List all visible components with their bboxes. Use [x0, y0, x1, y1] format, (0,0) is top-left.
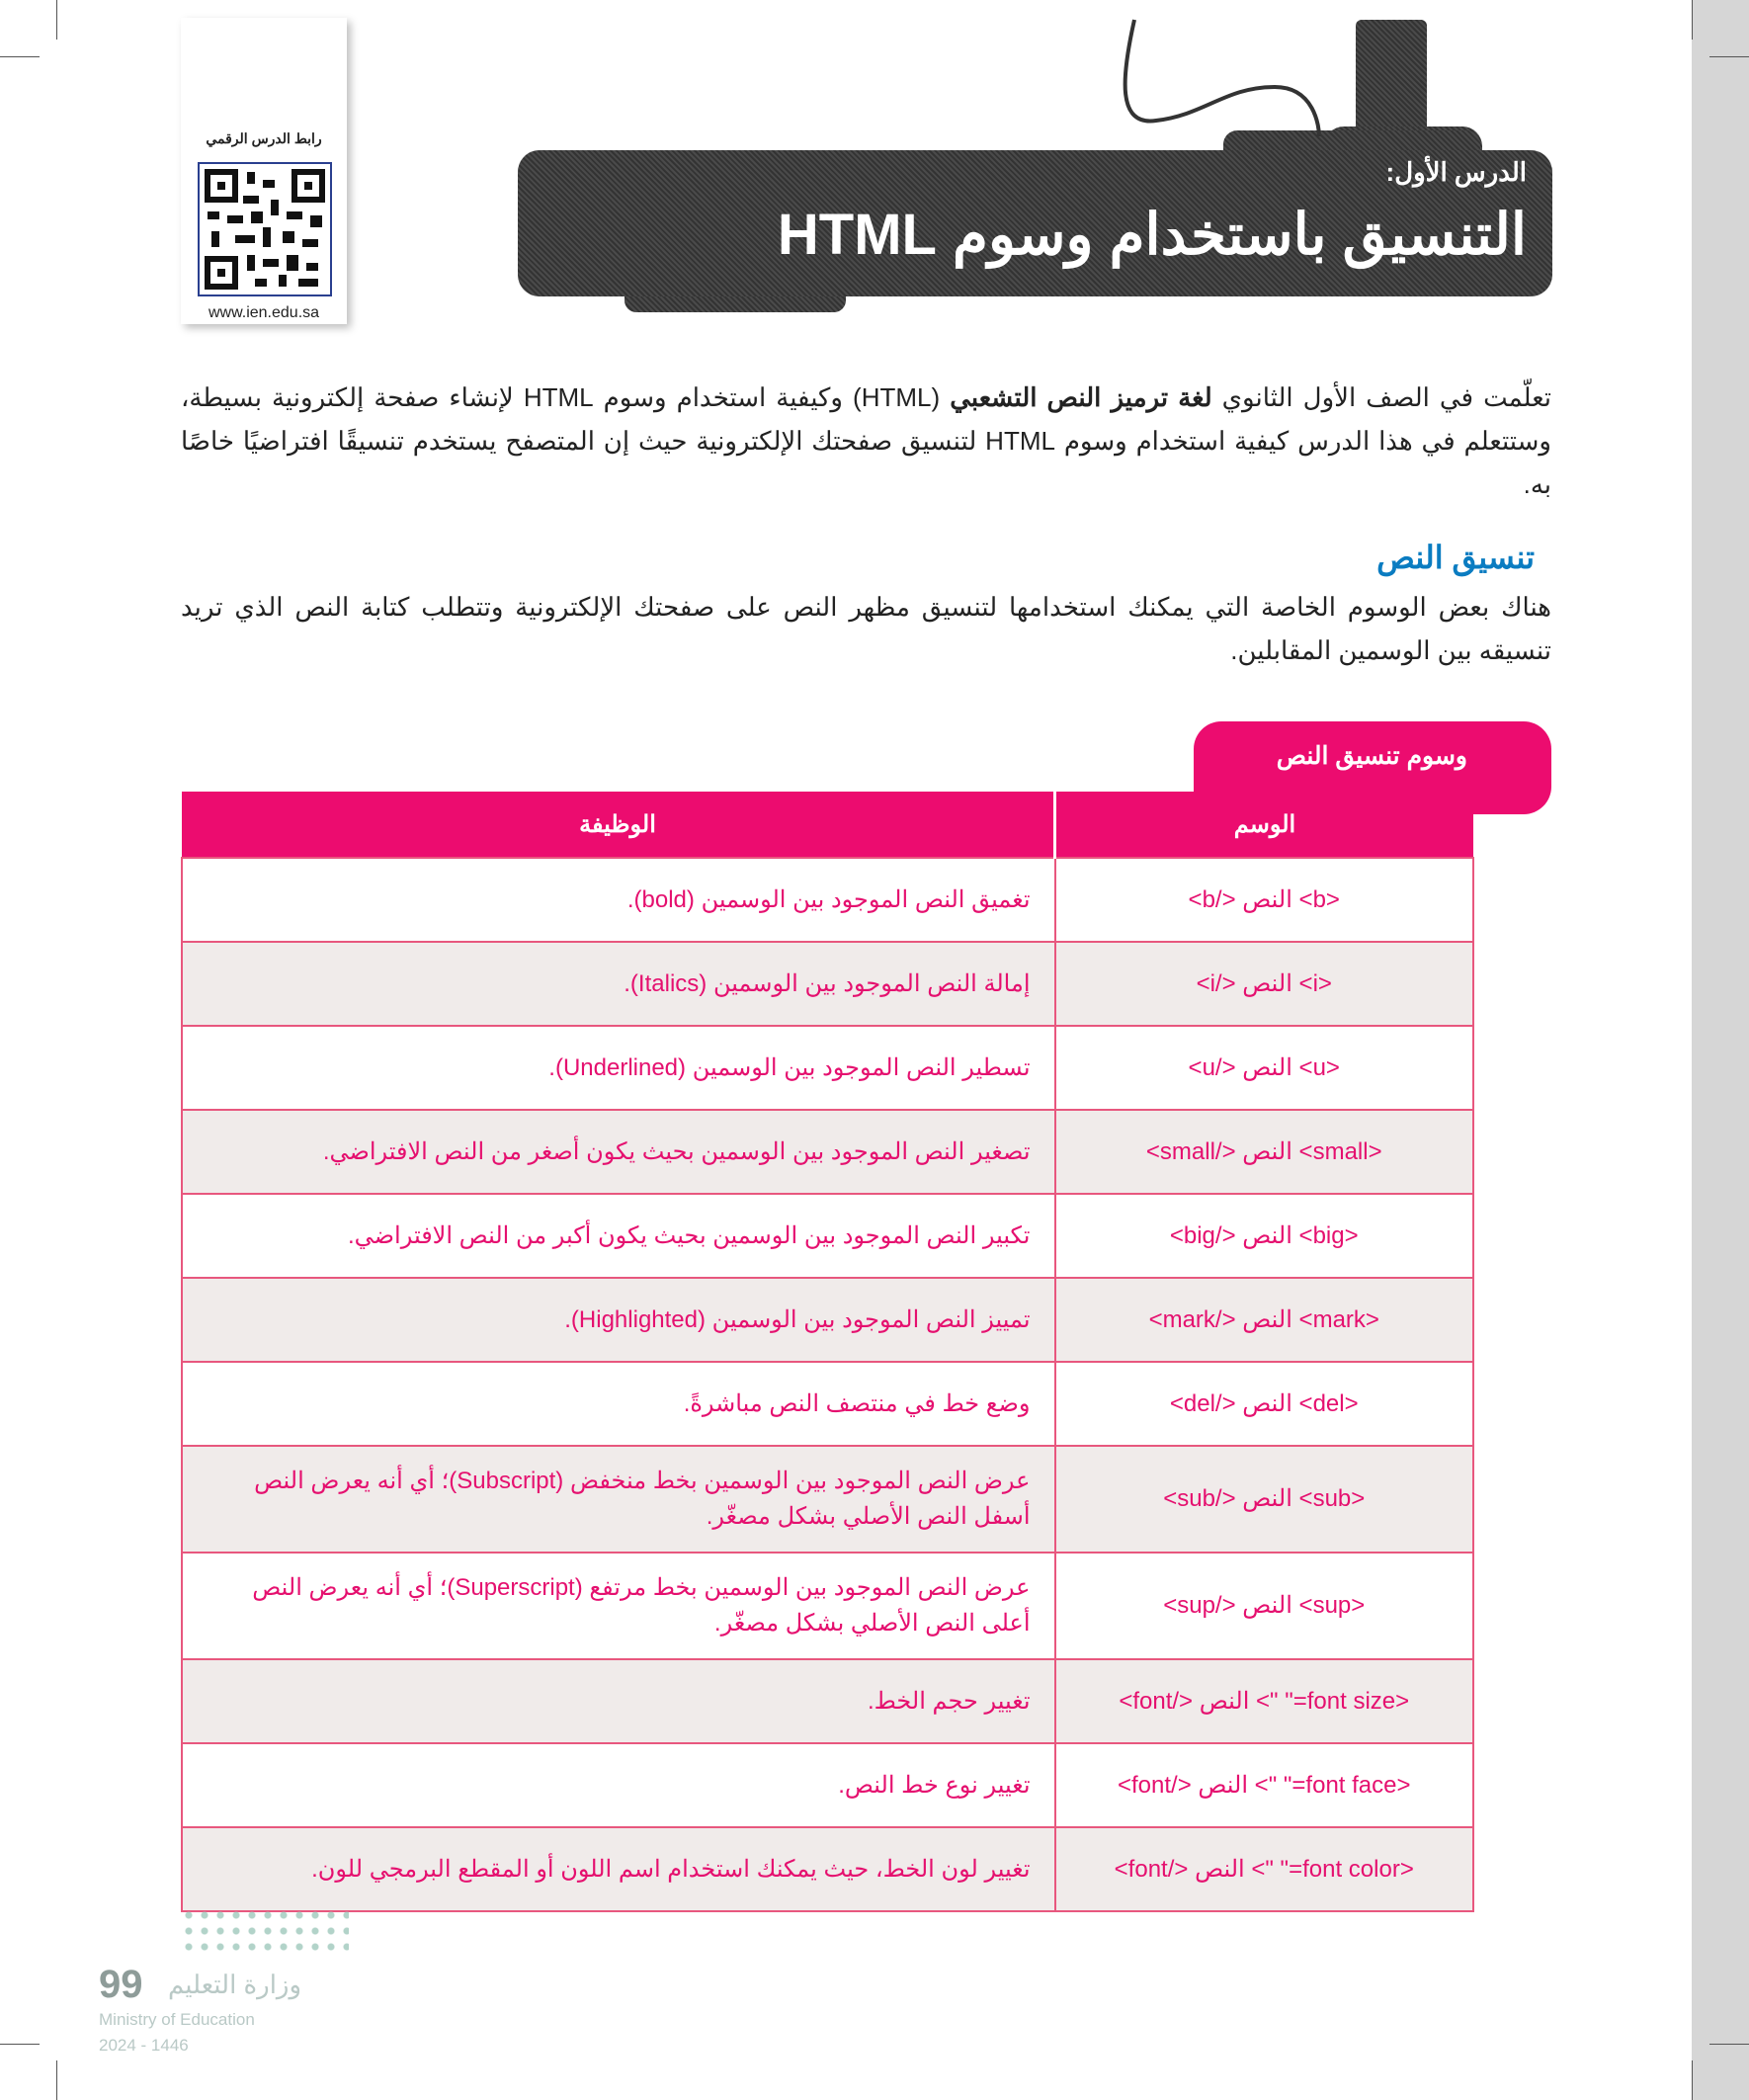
crop-mark: [1692, 2060, 1693, 2100]
tag-syntax: <b/> النص <b>: [1188, 885, 1340, 913]
function-cell: إمالة النص الموجود بين الوسمين (Italics)…: [181, 941, 1056, 1027]
tag-syntax: <del/> النص <del>: [1169, 1389, 1359, 1417]
tag-syntax: <font/> النص <" "=font face>: [1117, 1771, 1411, 1799]
qr-url[interactable]: www.ien.edu.sa: [208, 304, 320, 321]
table-row: <small/> النص <small> تصغير النص الموجود …: [181, 1109, 1474, 1195]
table-caption: وسوم تنسيق النص: [1276, 742, 1467, 770]
intro-bold-term: لغة ترميز النص التشعبي: [950, 382, 1212, 412]
intro-text: تعلّمت في الصف الأول الثانوي: [1211, 382, 1552, 412]
table-row: <sup/> النص <sup> عرض النص الموجود بين ال…: [181, 1552, 1474, 1660]
crop-mark: [1709, 2044, 1749, 2045]
tag-syntax: <big/> النص <big>: [1169, 1221, 1359, 1249]
function-cell: تغيير نوع خط النص.: [181, 1742, 1056, 1828]
ministry-logo: 99 وزارة التعليم Ministry of Education 2…: [99, 1962, 301, 2057]
function-cell: تغيير حجم الخط.: [181, 1658, 1056, 1744]
function-cell: عرض النص الموجود بين الوسمين بخط منخفض (…: [181, 1445, 1056, 1554]
table-row: <sub/> النص <sub> عرض النص الموجود بين ال…: [181, 1445, 1474, 1554]
tag-syntax: <mark/> النص <mark>: [1148, 1305, 1379, 1333]
header-function: الوظيفة: [182, 792, 1055, 858]
tag-cell: <font/> النص <" "=font size>: [1053, 1658, 1474, 1744]
table-row: <i/> النص <i> إمالة النص الموجود بين الوس…: [181, 941, 1474, 1027]
page-edge-strip: [1692, 0, 1749, 2100]
crop-mark: [0, 56, 40, 57]
function-cell: وضع خط في منتصف النص مباشرةً.: [181, 1361, 1056, 1447]
tag-cell: <font/> النص <" "=font face>: [1053, 1742, 1474, 1828]
tag-cell: <mark/> النص <mark>: [1053, 1277, 1474, 1363]
table-row: <big/> النص <big> تكبير النص الموجود بين …: [181, 1193, 1474, 1279]
lesson-title: التنسيق باستخدام وسوم HTML: [777, 203, 1527, 267]
digital-lesson-link[interactable]: رابط الدرس الرقمي www.ien.edu.sa: [181, 18, 347, 324]
function-cell: عرض النص الموجود بين الوسمين بخط مرتفع (…: [181, 1552, 1056, 1660]
section-paragraph: هناك بعض الوسوم الخاصة التي يمكنك استخدا…: [181, 592, 1551, 665]
function-cell: تصغير النص الموجود بين الوسمين بحيث يكون…: [181, 1109, 1056, 1195]
tag-syntax: <small/> النص <small>: [1145, 1137, 1382, 1165]
qr-label: رابط الدرس الرقمي: [206, 130, 322, 146]
qr-code-icon[interactable]: [198, 162, 332, 296]
lesson-title-banner: [518, 150, 1552, 296]
tag-cell: <big/> النص <big>: [1053, 1193, 1474, 1279]
tag-cell: <sub/> النص <sub>: [1053, 1445, 1474, 1554]
crop-mark: [1709, 56, 1749, 57]
cable-icon: [1123, 19, 1321, 137]
table-row: <font/> النص <" "=font face> تغيير نوع خط…: [181, 1742, 1474, 1828]
table-caption-area: وسوم تنسيق النص: [181, 721, 1551, 814]
ministry-name-ar: وزارة التعليم: [168, 1970, 302, 1999]
year: 2024 - 1446: [99, 2036, 189, 2055]
ministry-name-en: Ministry of Education: [99, 2010, 255, 2029]
tag-syntax: <sup/> النص <sup>: [1163, 1592, 1366, 1619]
crop-mark: [56, 0, 57, 40]
main-content: تعلّمت في الصف الأول الثانوي لغة ترميز ا…: [181, 376, 1551, 1912]
tag-cell: <del/> النص <del>: [1053, 1361, 1474, 1447]
table-row: <font/> النص <" "=font size> تغيير حجم ال…: [181, 1658, 1474, 1744]
function-cell: تسطير النص الموجود بين الوسمين (Underlin…: [181, 1025, 1056, 1111]
intro-text: (HTML) وكيفية استخدام وسوم HTML لإنشاء ص…: [181, 382, 1551, 499]
table-row: <mark/> النص <mark> تمييز النص الموجود بي…: [181, 1277, 1474, 1363]
tag-cell: <sup/> النص <sup>: [1053, 1552, 1474, 1660]
table-row: <del/> النص <del> وضع خط في منتصف النص مب…: [181, 1361, 1474, 1447]
ministry-logo-dots: [181, 1907, 349, 1957]
table-row: <u/> النص <u> تسطير النص الموجود بين الوس…: [181, 1025, 1474, 1111]
tag-syntax: <sub/> النص <sub>: [1163, 1485, 1366, 1512]
crop-mark: [56, 2060, 57, 2100]
tag-syntax: <font/> النص <" "=font color>: [1114, 1855, 1414, 1883]
function-cell: تمييز النص الموجود بين الوسمين (Highligh…: [181, 1277, 1056, 1363]
tag-cell: <small/> النص <small>: [1053, 1109, 1474, 1195]
function-cell: تكبير النص الموجود بين الوسمين بحيث يكون…: [181, 1193, 1056, 1279]
function-cell: تغيير لون الخط، حيث يمكنك استخدام اسم ال…: [181, 1826, 1056, 1912]
tag-syntax: <u/> النص <u>: [1188, 1053, 1340, 1081]
text-formatting-tags-table: الوسم الوظيفة <b/> النص <b> تغميق النص ال…: [181, 792, 1474, 1912]
table-row: <b/> النص <b> تغميق النص الموجود بين الوس…: [181, 857, 1474, 943]
tag-cell: <i/> النص <i>: [1053, 941, 1474, 1027]
tag-cell: <b/> النص <b>: [1053, 857, 1474, 943]
function-cell: تغميق النص الموجود بين الوسمين (bold).: [181, 857, 1056, 943]
page-number: 99: [99, 1963, 143, 2006]
header-tag: الوسم: [1053, 792, 1473, 858]
crop-mark: [0, 2044, 40, 2045]
tag-cell: <font/> النص <" "=font color>: [1053, 1826, 1474, 1912]
intro-paragraph: تعلّمت في الصف الأول الثانوي لغة ترميز ا…: [181, 376, 1551, 506]
table-row: <font/> النص <" "=font color> تغيير لون ا…: [181, 1826, 1474, 1912]
tag-syntax: <font/> النص <" "=font size>: [1119, 1687, 1410, 1715]
section-heading: تنسيق النص: [1376, 540, 1535, 575]
tag-cell: <u/> النص <u>: [1053, 1025, 1474, 1111]
crop-mark: [1692, 0, 1693, 40]
tag-syntax: <i/> النص <i>: [1196, 969, 1332, 997]
lesson-number: الدرس الأول:: [1385, 157, 1527, 187]
